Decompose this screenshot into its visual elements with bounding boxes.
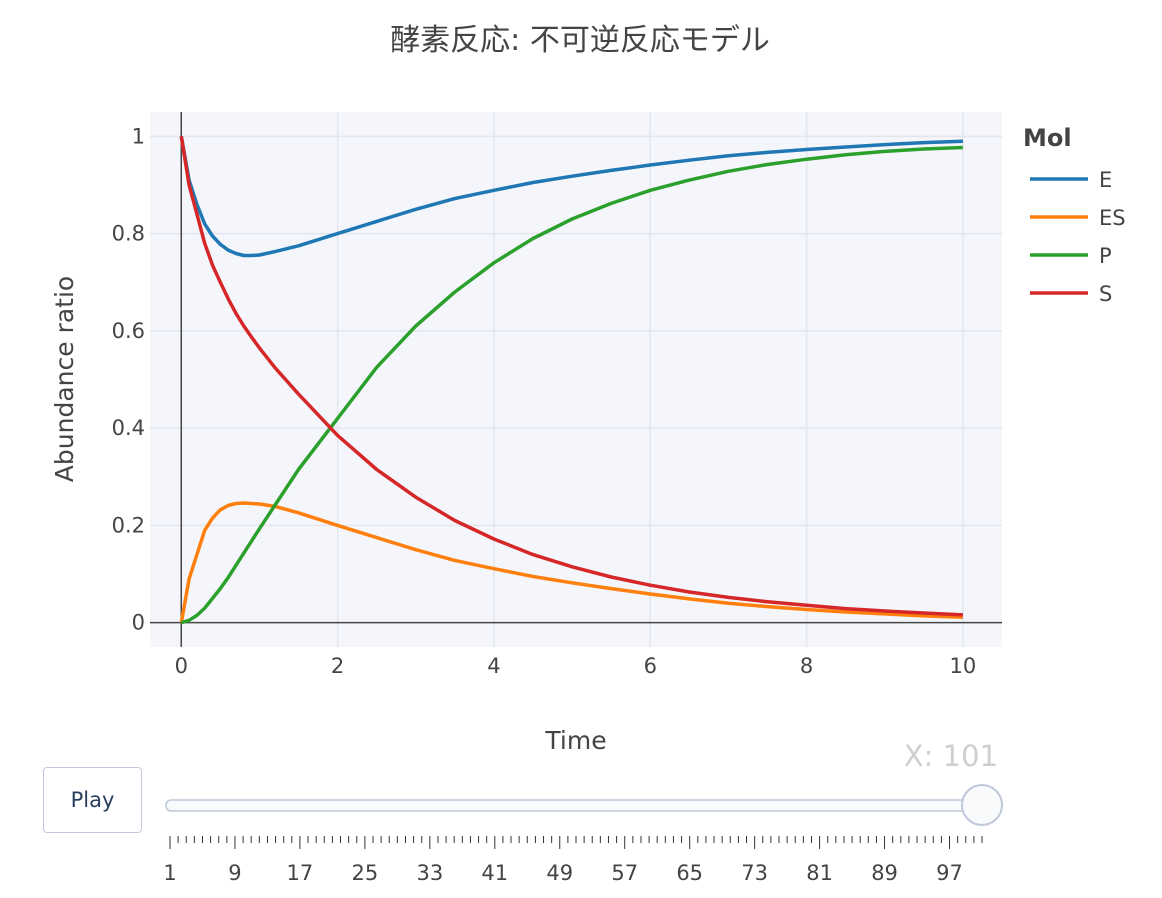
series-line-es — [179, 501, 963, 624]
slider-ticks — [169, 836, 983, 849]
slider-tick-label: 97 — [936, 861, 963, 885]
slider-rail[interactable] — [165, 799, 1003, 812]
legend-title: Mol — [1023, 124, 1072, 152]
play-button[interactable]: Play — [43, 767, 142, 833]
slider-tick-label: 57 — [611, 861, 638, 885]
y-tick-label: 0.8 — [112, 222, 145, 246]
tick-labels: 0 2 4 6 8 10 0 0.2 0.4 0.6 0.8 1 — [112, 124, 977, 678]
x-axis-label: Time — [544, 726, 606, 755]
slider-tick-label: 33 — [416, 861, 443, 885]
y-tick-label: 0.2 — [112, 513, 145, 537]
y-tick-label: 0 — [132, 611, 145, 635]
x-tick-label: 6 — [644, 654, 657, 678]
legend-label-e: E — [1099, 168, 1112, 192]
y-tick-label: 0.4 — [112, 416, 145, 440]
legend-label-s: S — [1099, 282, 1112, 306]
slider-handle[interactable] — [961, 784, 1003, 826]
y-axis-label: Abundance ratio — [50, 276, 79, 482]
axes — [150, 112, 1002, 647]
legend-label-es: ES — [1099, 206, 1126, 230]
slider-tick-label: 89 — [871, 861, 898, 885]
chart-title: 酵素反応: 不可逆反応モデル — [390, 23, 770, 58]
slider-tick-label: 65 — [676, 861, 703, 885]
x-tick-label: 4 — [487, 654, 500, 678]
slider-tick-label: 73 — [741, 861, 768, 885]
legend: Mol E ES PS — [1023, 124, 1126, 306]
series-line-s — [179, 136, 963, 617]
slider-current-value: X: 101 — [904, 739, 998, 773]
legend-label-p: P — [1099, 244, 1112, 268]
slider-tick-label: 41 — [481, 861, 508, 885]
x-tick-label: 2 — [331, 654, 344, 678]
grid-lines — [150, 112, 1002, 647]
series-line-e — [179, 135, 963, 258]
series-lines — [179, 135, 963, 625]
series-line-p — [180, 145, 963, 625]
slider-tick-label: 17 — [287, 861, 314, 885]
slider-tick-label: 9 — [228, 861, 241, 885]
slider-tick-label: 49 — [546, 861, 573, 885]
y-tick-label: 0.6 — [112, 319, 145, 343]
slider[interactable]: X: 101 1 9 17 25 33 41 49 57 65 73 81 89 97 — [163, 739, 1003, 885]
slider-tick-labels: 1 9 17 25 33 41 49 57 65 73 81 89 97 — [163, 861, 963, 885]
plot-area — [150, 112, 1002, 647]
slider-tick-label: 81 — [806, 861, 833, 885]
x-tick-label: 10 — [950, 654, 977, 678]
x-tick-label: 8 — [800, 654, 813, 678]
y-tick-label: 1 — [132, 124, 145, 148]
slider-tick-label: 25 — [352, 861, 379, 885]
slider-tick-label: 1 — [163, 861, 176, 885]
x-tick-label: 0 — [175, 654, 188, 678]
